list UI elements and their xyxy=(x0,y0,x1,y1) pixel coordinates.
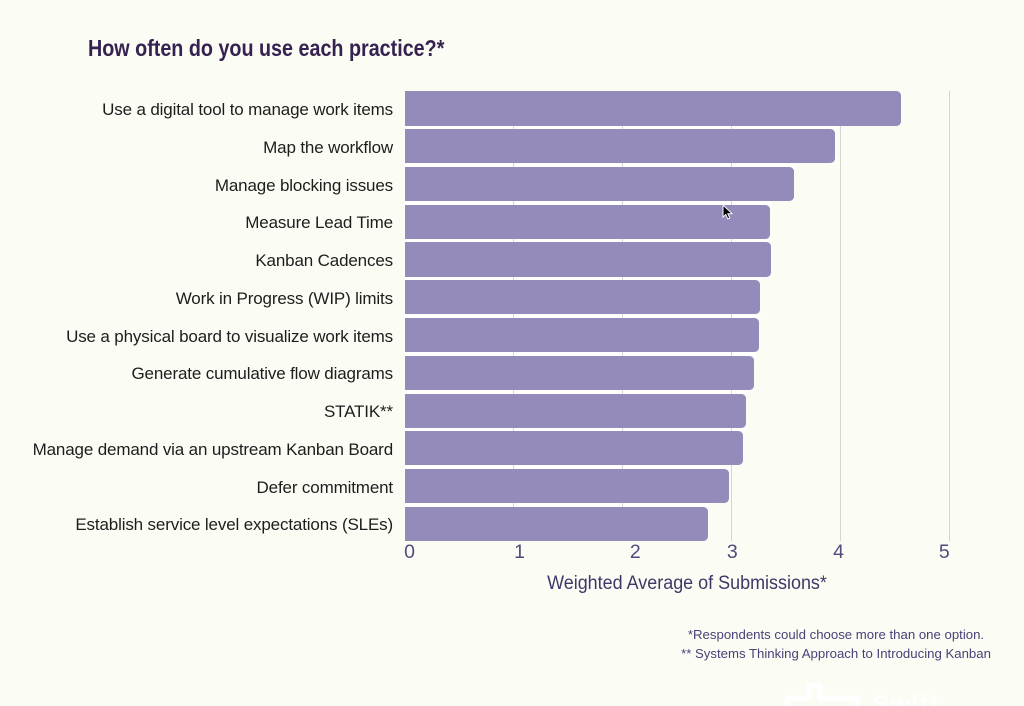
svg-text:Swift: Swift xyxy=(873,691,940,706)
